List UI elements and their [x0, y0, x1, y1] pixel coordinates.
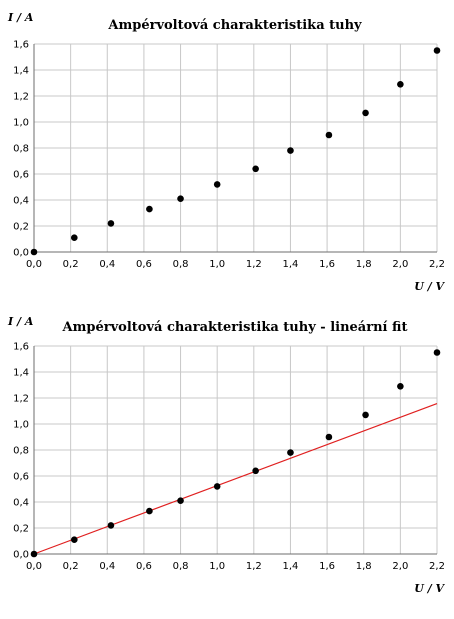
y-tick-label: 1,2 — [13, 92, 29, 103]
chart-linear-fit: I / A Ampérvoltová charakteristika tuhy … — [0, 305, 454, 615]
x-axis-label: U / V — [414, 582, 445, 595]
y-tick-label: 0,8 — [13, 446, 29, 457]
y-tick-label: 0,2 — [13, 524, 29, 535]
x-tick-label: 0,0 — [26, 259, 42, 270]
y-tick-label: 1,4 — [13, 66, 29, 77]
x-tick-label: 2,2 — [429, 259, 445, 270]
linear-fit-line — [33, 403, 438, 555]
data-point — [146, 507, 153, 515]
x-tick-label: 0,2 — [63, 561, 79, 572]
y-tick-label: 0,2 — [13, 222, 29, 233]
y-tick-label: 1,0 — [13, 118, 29, 129]
data-point — [433, 349, 441, 356]
chart-title: Ampérvoltová charakteristika tuhy — [107, 18, 362, 33]
data-point — [433, 47, 441, 54]
x-tick-label: 1,4 — [283, 259, 299, 270]
y-tick-label: 0,4 — [13, 196, 29, 207]
x-tick-label: 1,0 — [209, 561, 225, 572]
x-tick-label: 1,2 — [246, 561, 262, 572]
x-tick-label: 1,6 — [319, 561, 335, 572]
y-tick-label: 0,4 — [13, 498, 29, 509]
data-point — [146, 205, 153, 213]
data-point — [362, 109, 369, 117]
data-point — [71, 234, 78, 241]
plot-area: 0,0 0,2 0,4 0,6 0,8 1,0 1,2 1,4 1,6 1,8 2,0 2,2 0,0 0… — [13, 40, 445, 271]
x-tick-label: 1,8 — [356, 561, 372, 572]
x-tick-label: 0,8 — [173, 259, 189, 270]
chart-1-svg: Ampérvoltová charakteristika tuhy I / A … — [7, 11, 445, 293]
y-tick-label: 0,6 — [13, 170, 29, 181]
y-tick-label: 0,8 — [13, 144, 29, 155]
x-tick-label: 0,4 — [99, 259, 115, 270]
data-point — [107, 220, 115, 227]
data-point — [252, 467, 259, 475]
y-axis-label: I / A — [7, 11, 34, 24]
x-tick-label: 1,6 — [319, 259, 335, 270]
data-point — [397, 383, 404, 390]
chart-2-svg: I / A Ampérvoltová charakteristika tuhy … — [7, 315, 445, 595]
x-tick-label: 0,6 — [136, 259, 152, 270]
data-point — [325, 433, 333, 441]
y-tick-label: 1,4 — [13, 368, 29, 379]
x-tick-label: 2,0 — [392, 259, 408, 270]
x-tick-label: 0,4 — [99, 561, 115, 572]
x-tick-label: 1,8 — [356, 259, 372, 270]
data-point — [362, 411, 369, 419]
chart-amperevoltova: Ampérvoltová charakteristika tuhy I / A … — [0, 0, 454, 300]
y-tick-label: 0,0 — [13, 550, 29, 561]
y-tick-label: 1,0 — [13, 420, 29, 431]
y-tick-label: 1,6 — [13, 342, 29, 353]
data-point — [213, 483, 221, 490]
x-tick-label: 0,0 — [26, 561, 42, 572]
x-tick-label: 0,6 — [136, 561, 152, 572]
y-tick-label: 0,6 — [13, 472, 29, 483]
x-tick-label: 2,2 — [429, 561, 445, 572]
y-axis-label: I / A — [7, 315, 34, 328]
x-axis-label: U / V — [414, 280, 445, 293]
data-point — [30, 550, 38, 558]
x-tick-label: 1,2 — [246, 259, 262, 270]
y-tick-label: 1,2 — [13, 394, 29, 405]
y-tick-label: 0,0 — [13, 248, 29, 259]
data-point — [107, 522, 115, 529]
data-point — [177, 497, 184, 504]
x-tick-label: 2,0 — [392, 561, 408, 572]
data-point — [287, 449, 294, 456]
y-tick-label: 1,6 — [13, 40, 29, 51]
data-point — [325, 131, 333, 139]
x-tick-label: 0,2 — [63, 259, 79, 270]
plot-area: 0,0 0,2 0,4 0,6 0,8 1,0 1,2 1,4 1,6 1,8 2,0 2,2 0,0 0… — [13, 342, 445, 573]
x-tick-label: 0,8 — [173, 561, 189, 572]
data-point — [252, 165, 259, 173]
data-point — [287, 147, 294, 154]
data-point — [397, 81, 404, 88]
chart-title: Ampérvoltová charakteristika tuhy - line… — [62, 320, 408, 335]
data-point — [177, 195, 184, 202]
data-point — [213, 181, 221, 188]
data-point — [30, 248, 38, 256]
x-tick-label: 1,0 — [209, 259, 225, 270]
x-tick-label: 1,4 — [283, 561, 299, 572]
data-point — [71, 536, 78, 543]
